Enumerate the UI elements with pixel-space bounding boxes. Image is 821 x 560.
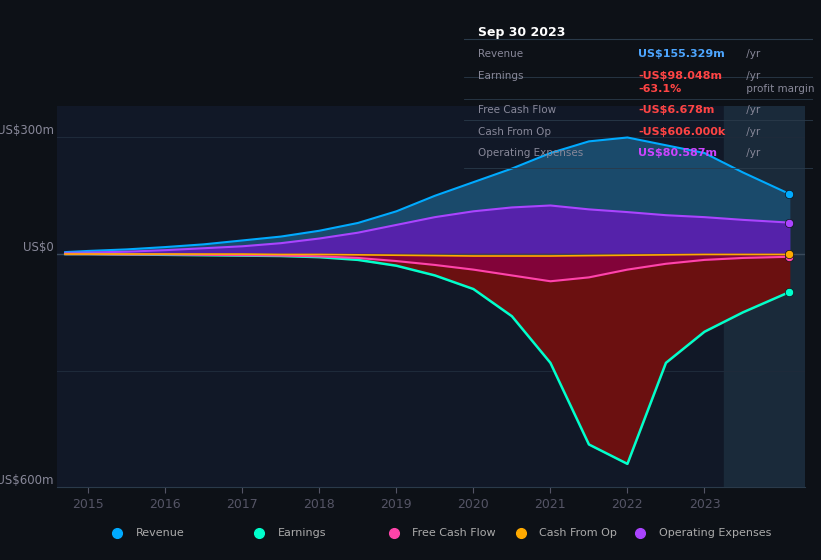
Text: Revenue: Revenue — [136, 529, 185, 538]
Text: /yr: /yr — [743, 105, 760, 115]
Text: -US$6.678m: -US$6.678m — [639, 105, 715, 115]
Text: Cash From Op: Cash From Op — [478, 127, 551, 137]
Text: Cash From Op: Cash From Op — [539, 529, 617, 538]
Text: /yr: /yr — [743, 49, 760, 59]
Text: -US$600m: -US$600m — [0, 474, 53, 487]
Text: Earnings: Earnings — [277, 529, 327, 538]
Text: -US$98.048m: -US$98.048m — [639, 71, 722, 81]
Text: Free Cash Flow: Free Cash Flow — [412, 529, 496, 538]
Text: US$300m: US$300m — [0, 124, 53, 138]
Text: Free Cash Flow: Free Cash Flow — [478, 105, 556, 115]
Text: Operating Expenses: Operating Expenses — [659, 529, 771, 538]
Text: /yr: /yr — [743, 148, 760, 158]
Text: -US$606.000k: -US$606.000k — [639, 127, 726, 137]
Text: Sep 30 2023: Sep 30 2023 — [478, 26, 565, 39]
Text: Revenue: Revenue — [478, 49, 523, 59]
Text: profit margin: profit margin — [743, 84, 814, 94]
Text: Earnings: Earnings — [478, 71, 523, 81]
Text: US$80.587m: US$80.587m — [639, 148, 718, 158]
Text: US$0: US$0 — [23, 241, 53, 254]
Text: /yr: /yr — [743, 127, 760, 137]
Text: Operating Expenses: Operating Expenses — [478, 148, 583, 158]
Bar — [723, 106, 805, 487]
Text: /yr: /yr — [743, 71, 760, 81]
Text: US$155.329m: US$155.329m — [639, 49, 725, 59]
Text: -63.1%: -63.1% — [639, 84, 681, 94]
